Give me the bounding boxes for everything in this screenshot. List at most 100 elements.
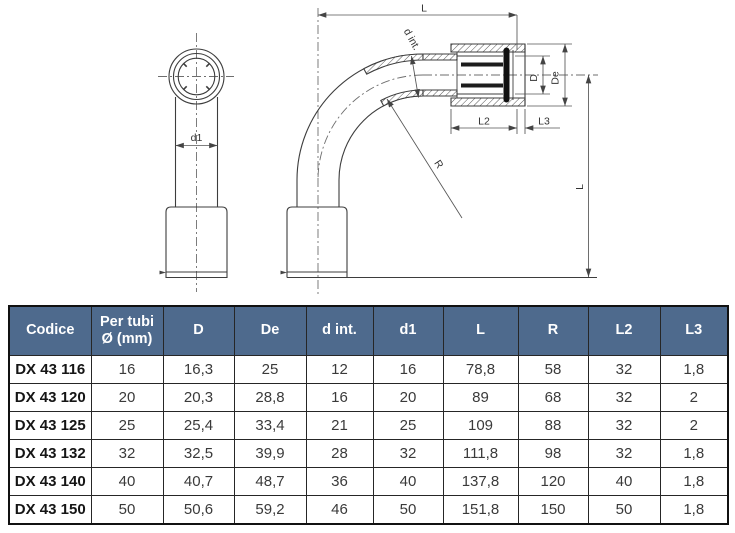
value-cell: 50 xyxy=(587,495,661,525)
radius-line xyxy=(386,98,463,219)
value-cell: 32 xyxy=(90,439,164,468)
value-cell: 25 xyxy=(233,355,307,384)
value-cell: 150 xyxy=(517,495,589,525)
header-cell: Per tubi Ø (mm) xyxy=(90,305,164,356)
grip-teeth xyxy=(183,63,210,90)
label-D: D xyxy=(528,74,540,82)
label-L3: L3 xyxy=(538,116,550,128)
value-cell: 25,4 xyxy=(162,411,235,440)
value-cell: 32 xyxy=(587,439,661,468)
value-cell: 16 xyxy=(305,383,374,412)
header-cell: Codice xyxy=(8,305,92,356)
value-cell: 33,4 xyxy=(233,411,307,440)
value-cell: 111,8 xyxy=(442,439,519,468)
pipe-wall-bottom-section xyxy=(380,89,424,107)
value-cell: 40 xyxy=(372,467,444,496)
value-cell: 25 xyxy=(90,411,164,440)
value-cell: 1,8 xyxy=(659,355,729,384)
middle-ring xyxy=(172,52,221,101)
value-cell: 40 xyxy=(90,467,164,496)
grip-ring-bottom xyxy=(461,83,503,88)
value-cell: 59,2 xyxy=(233,495,307,525)
value-cell: 120 xyxy=(517,467,589,496)
label-d-int: d int. xyxy=(401,27,423,53)
value-cell: 21 xyxy=(305,411,374,440)
value-cell: 20 xyxy=(90,383,164,412)
size-table: Codice Per tubi Ø (mm) D De d int. d1 L R L2 L3 D… xyxy=(8,305,729,525)
header-cell: L3 xyxy=(659,305,729,356)
value-cell: 151,8 xyxy=(442,495,519,525)
lip-arrow xyxy=(280,270,287,275)
elbow-inner-arc xyxy=(338,95,424,181)
oring-gasket xyxy=(503,47,510,103)
code-cell: DX 43 132 xyxy=(8,439,92,468)
value-cell: 68 xyxy=(517,383,589,412)
header-cell: L xyxy=(442,305,519,356)
header-row: Codice Per tubi Ø (mm) D De d int. d1 L R L2 L3 xyxy=(8,305,729,356)
value-cell: 89 xyxy=(442,383,519,412)
value-cell: 16,3 xyxy=(162,355,235,384)
header-cell: d1 xyxy=(372,305,444,356)
value-cell: 137,8 xyxy=(442,467,519,496)
header-cell: L2 xyxy=(587,305,661,356)
value-cell: 46 xyxy=(305,495,374,525)
header-cell: R xyxy=(517,305,589,356)
value-cell: 32 xyxy=(587,355,661,384)
elbow-outer-arc xyxy=(296,53,424,181)
value-cell: 1,8 xyxy=(659,467,729,496)
dim-d-int xyxy=(410,55,420,98)
value-cell: 20 xyxy=(372,383,444,412)
value-cell: 20,3 xyxy=(162,383,235,412)
section-view xyxy=(280,43,597,278)
header-cell: D xyxy=(162,305,235,356)
centerlines xyxy=(158,8,598,296)
value-cell: 36 xyxy=(305,467,374,496)
table-row: DX 43 150 50 50,6 59,2 46 50 151,8 150 50 1,8 xyxy=(8,495,729,525)
dimension-labels: d1 L d int. D De L2 L3 R L xyxy=(191,3,586,190)
value-cell: 12 xyxy=(305,355,374,384)
value-cell: 109 xyxy=(442,411,519,440)
label-R: R xyxy=(431,158,445,171)
value-cell: 40 xyxy=(587,467,661,496)
pipe-wall-bottom-straight xyxy=(422,89,458,97)
value-cell: 40,7 xyxy=(162,467,235,496)
label-De: De xyxy=(550,71,562,85)
dimension-lines xyxy=(175,12,592,277)
label-top-L: L xyxy=(421,3,427,15)
value-cell: 88 xyxy=(517,411,589,440)
value-cell: 16 xyxy=(372,355,444,384)
code-cell: DX 43 150 xyxy=(8,495,92,525)
code-cell: DX 43 116 xyxy=(8,355,92,384)
value-cell: 16 xyxy=(90,355,164,384)
value-cell: 50 xyxy=(372,495,444,525)
front-socket xyxy=(165,206,228,279)
value-cell: 1,8 xyxy=(659,495,729,525)
value-cell: 58 xyxy=(517,355,589,384)
table-row: DX 43 132 32 32,5 39,9 28 32 111,8 98 32 1,8 xyxy=(8,439,729,468)
inner-ring xyxy=(177,57,216,96)
technical-drawing: d1 L d int. D De L2 L3 R L xyxy=(158,3,598,296)
value-cell: 28,8 xyxy=(233,383,307,412)
value-cell: 78,8 xyxy=(442,355,519,384)
front-view xyxy=(159,48,228,279)
value-cell: 2 xyxy=(659,411,729,440)
outer-ring xyxy=(168,48,225,105)
socket-wall-bottom xyxy=(450,97,526,107)
value-cell: 32 xyxy=(587,411,661,440)
value-cell: 32 xyxy=(372,439,444,468)
value-cell: 25 xyxy=(372,411,444,440)
value-cell: 28 xyxy=(305,439,374,468)
socket-wall-top xyxy=(450,43,526,53)
bottom-socket xyxy=(286,206,348,278)
header-cell: De xyxy=(233,305,307,356)
value-cell: 50,6 xyxy=(162,495,235,525)
code-cell: DX 43 140 xyxy=(8,467,92,496)
header-cell: d int. xyxy=(305,305,374,356)
table-row: DX 43 125 25 25,4 33,4 21 25 109 88 32 2 xyxy=(8,411,729,440)
value-cell: 32 xyxy=(587,383,661,412)
value-cell: 98 xyxy=(517,439,589,468)
value-cell: 39,9 xyxy=(233,439,307,468)
value-cell: 32,5 xyxy=(162,439,235,468)
value-cell: 2 xyxy=(659,383,729,412)
